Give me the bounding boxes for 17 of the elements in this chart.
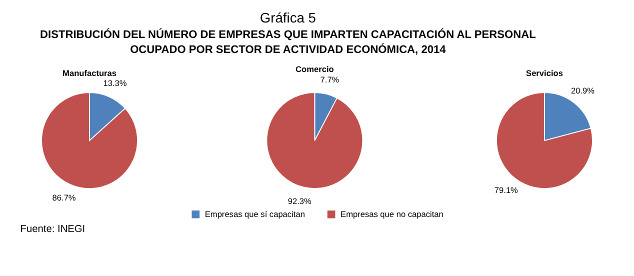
data-label: 79.1% bbox=[494, 185, 519, 196]
pie-slice bbox=[496, 92, 593, 189]
data-label: 20.9% bbox=[571, 86, 596, 96]
source-note: Fuente: INEGI bbox=[20, 224, 86, 235]
legend-label: Empresas que no capacitan bbox=[340, 209, 444, 220]
text: DISTRIBUCIÓN DEL NÚMERO DE EMPRESAS QUE IMPARTEN CAPACITACIÓN AL PERSONAL OCUPADO POR SECTOR DE ACTIVIDAD ECONÓMICA, 2014 bbox=[40, 28, 536, 56]
text: Gráfica 5 bbox=[260, 9, 316, 26]
data-label: 92.3% bbox=[288, 196, 312, 206]
chart-title: Manufacturas bbox=[62, 68, 117, 78]
pie-slice bbox=[41, 92, 138, 189]
chart-title: Servicios bbox=[526, 68, 564, 78]
data-label: 86.7% bbox=[52, 192, 76, 203]
data-label: 7.7% bbox=[320, 74, 340, 84]
chart-title: Comercio bbox=[296, 64, 334, 74]
pie-slice bbox=[266, 92, 364, 189]
data-label: 13.3% bbox=[103, 78, 128, 88]
legend-label: Empresas que sí capacitan bbox=[204, 209, 306, 220]
